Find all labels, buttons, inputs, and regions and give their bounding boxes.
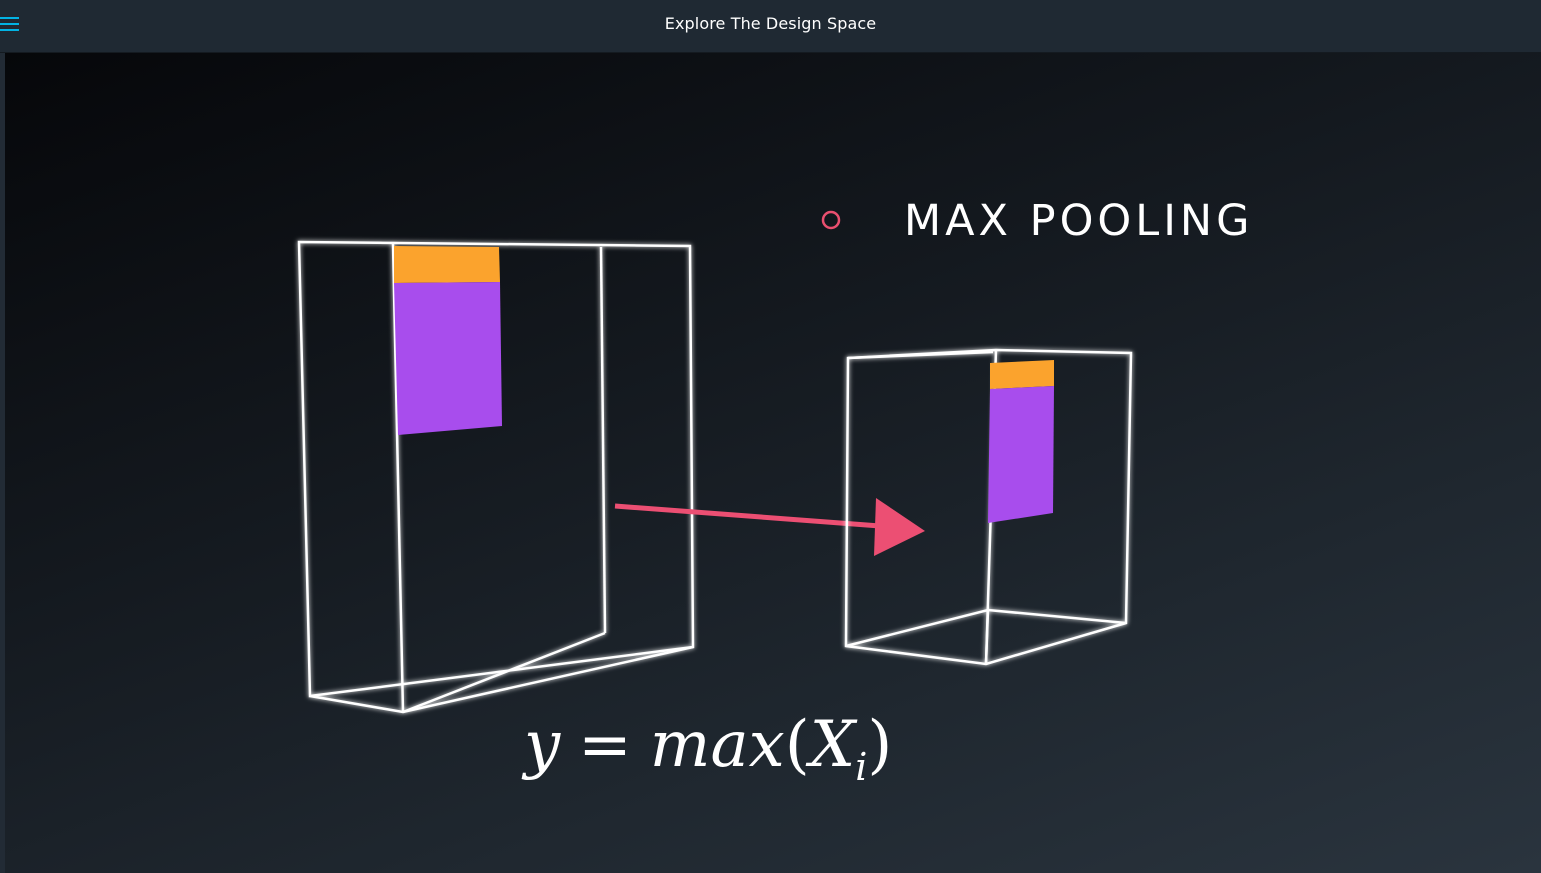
max-pooling-formula: y = max(Xi): [524, 708, 892, 789]
formula-lhs: y: [524, 708, 561, 782]
page-title: Explore The Design Space: [664, 14, 877, 33]
video-player[interactable]: MAX POOLING y = max(Xi): [0, 53, 1541, 873]
input-purple-slice: [394, 282, 502, 435]
output-purple-slice: [988, 386, 1054, 523]
formula-func: max: [649, 708, 785, 782]
pooling-illustration: [297, 210, 1133, 714]
input-volume: [297, 240, 695, 714]
ring-bullet-icon: [821, 210, 841, 230]
slide-heading: MAX POOLING: [904, 196, 1254, 246]
top-bar: Explore The Design Space: [0, 0, 1541, 53]
formula-equals: =: [578, 708, 632, 782]
input-top-orange: [394, 246, 500, 283]
formula-subscript: i: [855, 744, 868, 789]
hamburger-menu-icon[interactable]: [0, 14, 22, 34]
formula-close-paren: ): [867, 708, 893, 782]
frame-edge: [0, 53, 5, 873]
output-top-orange: [990, 360, 1054, 389]
formula-var: X: [809, 708, 856, 782]
transform-arrow: [614, 498, 925, 556]
formula-open-paren: (: [784, 708, 810, 782]
